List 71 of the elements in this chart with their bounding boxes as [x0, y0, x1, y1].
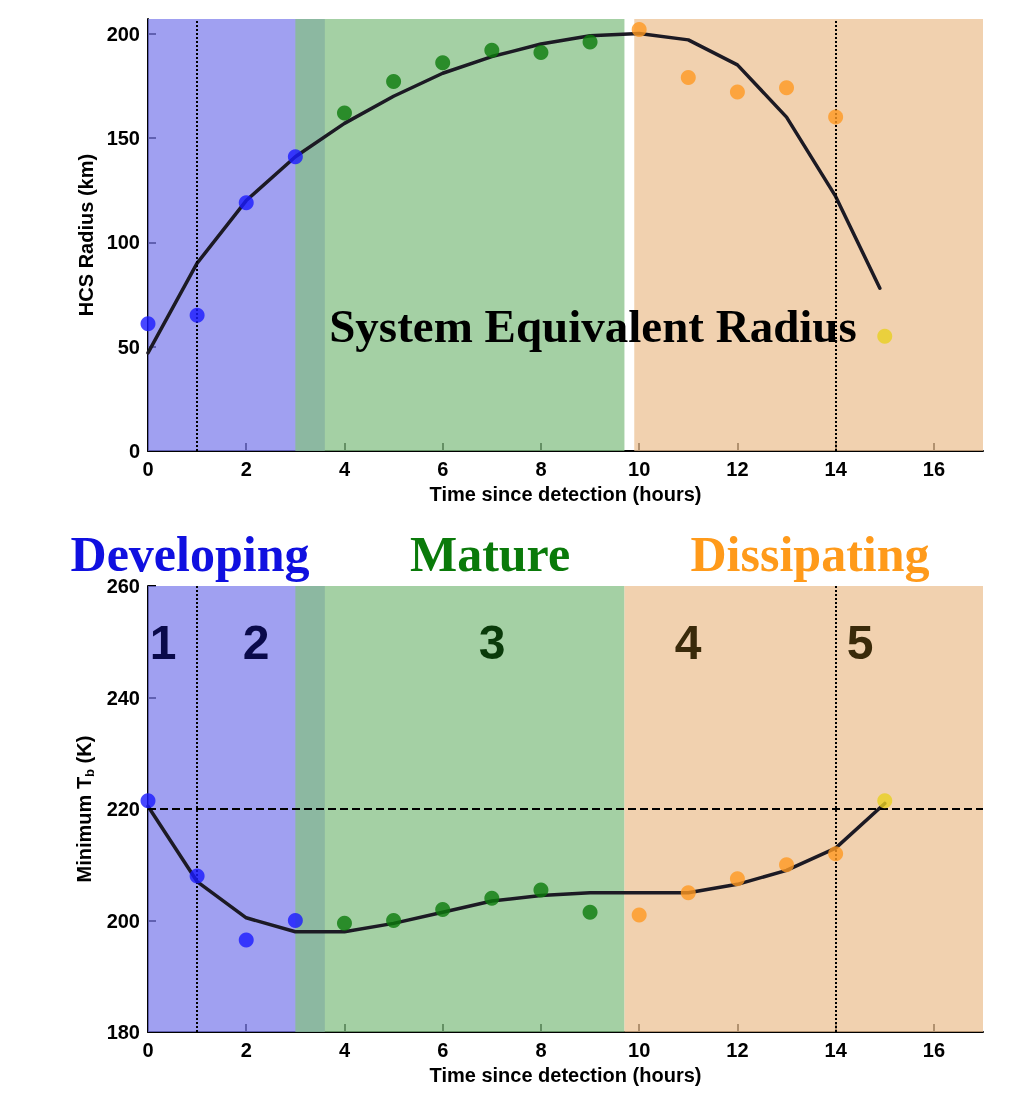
y-tick-label: 150 [106, 126, 140, 149]
y-tick-label: 200 [106, 22, 140, 45]
point [582, 34, 598, 50]
x-tick-label: 4 [338, 458, 351, 480]
point [435, 901, 451, 917]
x-tick-label: 2 [240, 1039, 252, 1062]
y-tick-label: 200 [106, 909, 140, 932]
point [287, 913, 303, 929]
x-tick-label: 10 [628, 1039, 651, 1062]
x-tick-label: 12 [726, 1039, 749, 1062]
x-tick-label: 16 [922, 458, 946, 480]
point [729, 871, 745, 887]
y-tick-label: 50 [117, 335, 140, 358]
x-tick-label: 8 [535, 458, 547, 480]
point [729, 84, 745, 100]
x-tick-label: 6 [437, 1039, 449, 1062]
x-tick-label: 0 [142, 458, 154, 480]
x-tick-label: 8 [535, 1039, 547, 1062]
y-tick-label: 0 [128, 440, 140, 462]
point [287, 149, 303, 165]
point [484, 42, 500, 58]
annotation: 5 [846, 615, 874, 669]
annotation: 4 [674, 615, 702, 669]
point [189, 868, 205, 884]
point [533, 44, 549, 60]
annotation: 3 [478, 615, 506, 669]
y-tick-label: 100 [106, 231, 140, 254]
text: Mature [409, 526, 571, 582]
x-tick-label: 10 [628, 458, 651, 480]
x-tick-label: 0 [142, 1039, 154, 1062]
point [533, 882, 549, 898]
x-tick-label: 14 [824, 458, 848, 480]
annotation: System Equivalent Radius [329, 300, 857, 352]
point [140, 793, 156, 809]
point [238, 932, 254, 948]
point [779, 857, 795, 873]
point [680, 885, 696, 901]
point [877, 328, 893, 344]
x-axis-title: Time since detection (hours) [429, 482, 702, 505]
annotation: 1 [149, 615, 177, 669]
y-tick-label: 180 [106, 1021, 140, 1044]
point [386, 913, 402, 929]
x-tick-label: 4 [338, 1039, 351, 1062]
point [386, 74, 402, 90]
point [877, 793, 893, 809]
x-tick-label: 14 [824, 1039, 848, 1062]
point [189, 307, 205, 323]
point [582, 904, 598, 920]
x-tick-label: 2 [240, 458, 252, 480]
y-axis-title: Minimum Tb (K) [73, 735, 97, 883]
x-axis-title: Time since detection (hours) [429, 1064, 702, 1086]
point [435, 55, 451, 71]
x-tick-label: 12 [726, 458, 749, 480]
y-axis-title: HCS Radius (km) [74, 153, 97, 317]
point [140, 316, 156, 332]
point [631, 907, 647, 923]
point [484, 890, 500, 906]
point [779, 80, 795, 96]
point [336, 915, 352, 931]
y-tick-label: 240 [106, 686, 140, 709]
y-tick-label: 220 [106, 798, 140, 821]
x-tick-label: 6 [437, 458, 449, 480]
point [238, 195, 254, 211]
point [828, 846, 844, 862]
x-tick-label: 16 [922, 1039, 946, 1062]
text: Dissipating [690, 526, 930, 582]
point [828, 109, 844, 125]
annotation: 2 [242, 615, 270, 669]
point [680, 69, 696, 85]
point [631, 21, 647, 37]
point [336, 105, 352, 121]
